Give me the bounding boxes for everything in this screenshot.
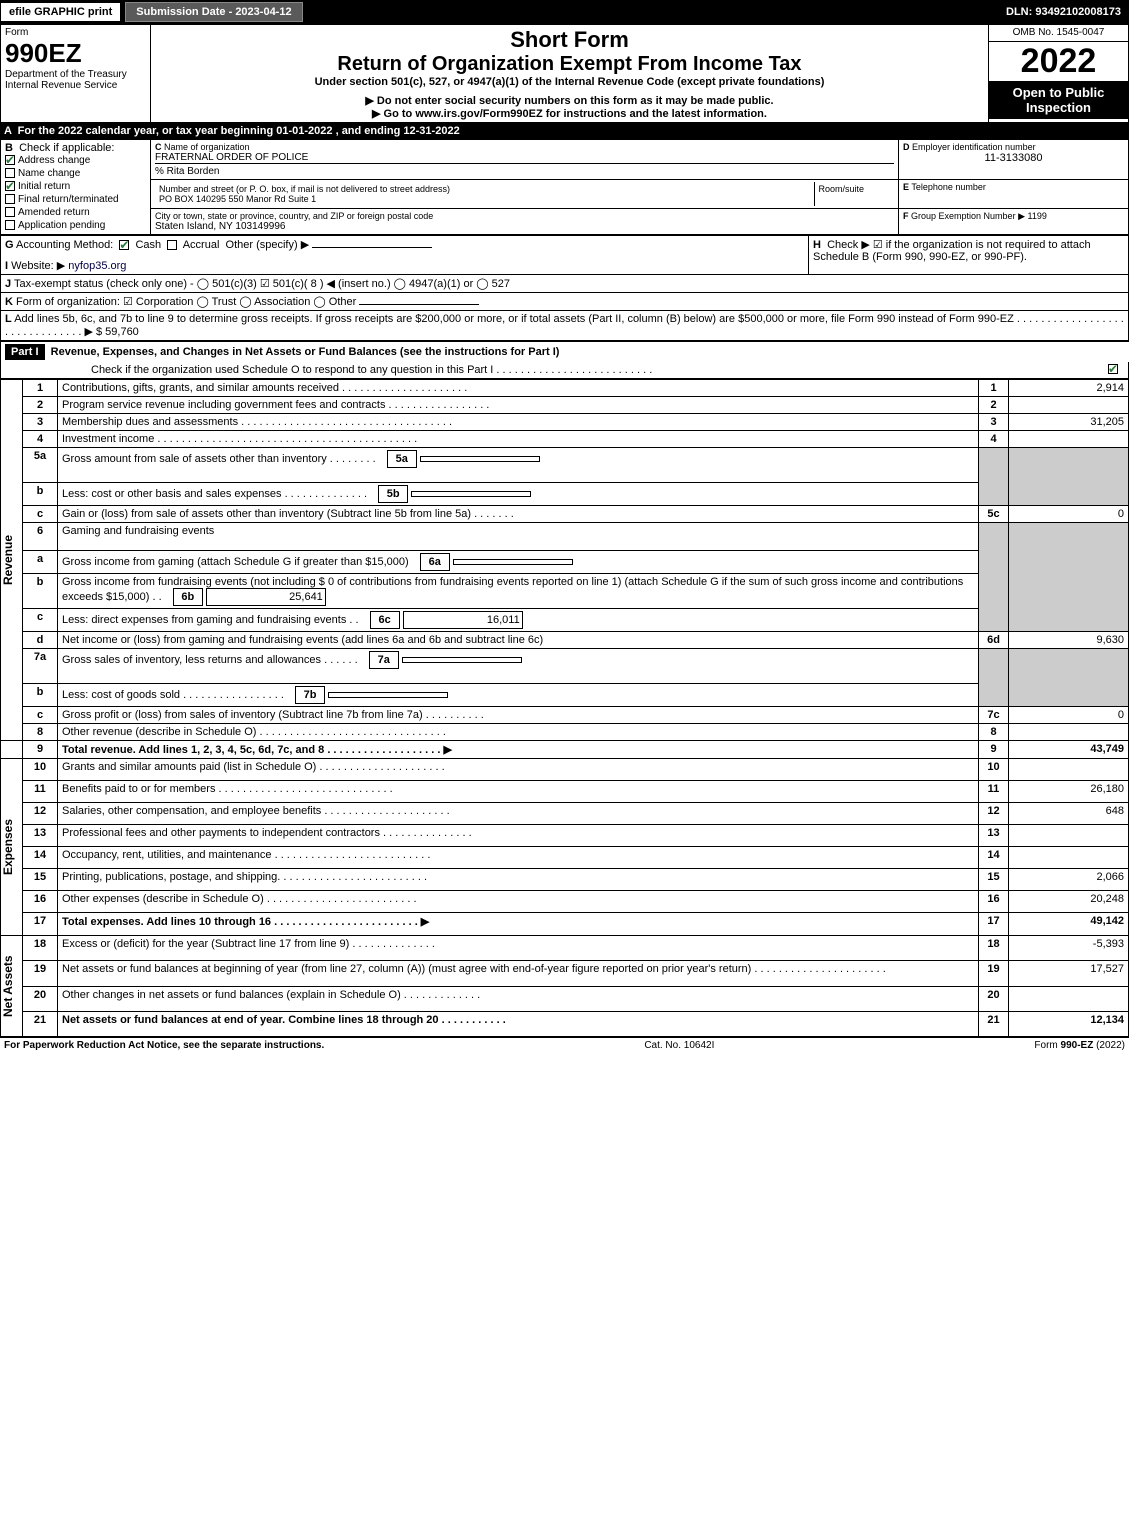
care-of: % Rita Borden	[155, 163, 894, 177]
lines-table: Revenue 1 Contributions, gifts, grants, …	[0, 379, 1129, 1037]
ein: 11-3133080	[903, 152, 1124, 164]
expenses-label: Expenses	[1, 759, 15, 935]
line-6c: Less: direct expenses from gaming and fu…	[62, 614, 359, 626]
city: Staten Island, NY 103149996	[155, 221, 894, 232]
part1-schedule-o-checkbox[interactable]	[1108, 364, 1118, 374]
street: PO BOX 140295 550 Manor Rd Suite 1	[159, 194, 316, 204]
line-16: Other expenses (describe in Schedule O) …	[58, 890, 979, 912]
part1-heading: Revenue, Expenses, and Changes in Net As…	[51, 346, 560, 358]
initial-return-checkbox[interactable]	[5, 181, 15, 191]
footer: For Paperwork Reduction Act Notice, see …	[0, 1037, 1129, 1053]
f-label: Group Exemption Number	[911, 211, 1016, 221]
line-14: Occupancy, rent, utilities, and maintena…	[58, 846, 979, 868]
efile-label[interactable]: efile GRAPHIC print	[0, 2, 121, 22]
line-21: Net assets or fund balances at end of ye…	[58, 1011, 979, 1036]
final-return-checkbox[interactable]	[5, 194, 15, 204]
line-1-amount: 2,914	[1009, 380, 1129, 397]
org-name: FRATERNAL ORDER OF POLICE	[155, 152, 894, 163]
application-pending-checkbox[interactable]	[5, 220, 15, 230]
line-a: A For the 2022 calendar year, or tax yea…	[0, 123, 1129, 139]
b-label: Check if applicable:	[19, 142, 114, 154]
line-19: Net assets or fund balances at beginning…	[58, 961, 979, 986]
name-change-checkbox[interactable]	[5, 168, 15, 178]
line-15: Printing, publications, postage, and shi…	[58, 868, 979, 890]
form-number: 990EZ	[5, 38, 146, 69]
footer-mid: Cat. No. 10642I	[644, 1040, 714, 1051]
header-grid: B Check if applicable: Address change Na…	[0, 139, 1129, 235]
part1-label: Part I	[5, 344, 45, 360]
h-text: Check ▶ ☑ if the organization is not req…	[813, 239, 1091, 263]
goto-link[interactable]: ▶ Go to www.irs.gov/Form990EZ for instru…	[155, 107, 984, 120]
line-6a: Gross income from gaming (attach Schedul…	[62, 556, 409, 568]
line-6: Gaming and fundraising events	[58, 522, 979, 551]
line-17: Total expenses. Add lines 10 through 16 …	[58, 912, 979, 935]
return-title: Return of Organization Exempt From Incom…	[155, 53, 984, 76]
header-bar: efile GRAPHIC print Submission Date - 20…	[0, 0, 1129, 24]
k-line: Form of organization: ☑ Corporation ◯ Tr…	[16, 296, 356, 308]
room-suite: Room/suite	[814, 182, 894, 206]
d-label: Employer identification number	[912, 142, 1036, 152]
netassets-label: Net Assets	[1, 936, 15, 1036]
line-3: Membership dues and assessments . . . . …	[58, 414, 979, 431]
city-label: City or town, state or province, country…	[155, 211, 894, 221]
line-7b: Less: cost of goods sold . . . . . . . .…	[62, 689, 284, 701]
line-4: Investment income . . . . . . . . . . . …	[58, 431, 979, 448]
line-12: Salaries, other compensation, and employ…	[58, 802, 979, 824]
line-9: Total revenue. Add lines 1, 2, 3, 4, 5c,…	[58, 741, 979, 759]
j-line: Tax-exempt status (check only one) - ◯ 5…	[14, 278, 510, 290]
accrual-checkbox[interactable]	[167, 240, 177, 250]
submission-date: Submission Date - 2023-04-12	[125, 2, 302, 22]
line-8: Other revenue (describe in Schedule O) .…	[58, 724, 979, 741]
street-label: Number and street (or P. O. box, if mail…	[159, 184, 450, 194]
line-7a: Gross sales of inventory, less returns a…	[62, 654, 358, 666]
ghijk: G Accounting Method: Cash Accrual Other …	[0, 235, 1129, 341]
l-text: Add lines 5b, 6c, and 7b to line 9 to de…	[5, 313, 1124, 338]
dln: DLN: 93492102008173	[998, 3, 1129, 21]
amended-return-checkbox[interactable]	[5, 207, 15, 217]
footer-right: Form 990-EZ (2022)	[1034, 1040, 1125, 1051]
line-10: Grants and similar amounts paid (list in…	[58, 759, 979, 781]
line-5c: Gain or (loss) from sale of assets other…	[58, 505, 979, 522]
subtitle: Under section 501(c), 527, or 4947(a)(1)…	[155, 76, 984, 88]
line-13: Professional fees and other payments to …	[58, 824, 979, 846]
c-label: Name of organization	[164, 142, 250, 152]
line-6d: Net income or (loss) from gaming and fun…	[58, 632, 979, 649]
i-label: Website: ▶	[11, 260, 65, 272]
line-7c: Gross profit or (loss) from sales of inv…	[58, 707, 979, 724]
group-exemption: ▶ 1199	[1018, 211, 1047, 221]
open-public: Open to Public Inspection	[989, 81, 1128, 119]
line-18: Excess or (deficit) for the year (Subtra…	[58, 936, 979, 961]
line-5b: Less: cost or other basis and sales expe…	[62, 488, 367, 500]
line-1: Contributions, gifts, grants, and simila…	[58, 380, 979, 397]
address-change-checkbox[interactable]	[5, 155, 15, 165]
footer-left: For Paperwork Reduction Act Notice, see …	[4, 1040, 324, 1051]
g-label: Accounting Method:	[16, 239, 113, 251]
line-20: Other changes in net assets or fund bala…	[58, 986, 979, 1011]
tax-year: 2022	[989, 42, 1128, 81]
website-link[interactable]: nyfop35.org	[68, 260, 126, 272]
line-5a: Gross amount from sale of assets other t…	[62, 453, 376, 465]
l-amount: $ 59,760	[96, 326, 139, 338]
dept: Department of the Treasury Internal Reve…	[5, 69, 146, 91]
part1-checkline: Check if the organization used Schedule …	[91, 364, 652, 376]
omb: OMB No. 1545-0047	[989, 25, 1129, 42]
top-block: Form 990EZ Department of the Treasury In…	[0, 24, 1129, 123]
line-2: Program service revenue including govern…	[58, 397, 979, 414]
cash-checkbox[interactable]	[119, 240, 129, 250]
ssn-warning: ▶ Do not enter social security numbers o…	[155, 94, 984, 107]
line-11: Benefits paid to or for members . . . . …	[58, 780, 979, 802]
short-form-title: Short Form	[155, 27, 984, 53]
part1-header: Part I Revenue, Expenses, and Changes in…	[0, 341, 1129, 379]
form-label: Form	[5, 27, 146, 38]
revenue-label: Revenue	[1, 380, 15, 740]
e-label: Telephone number	[911, 182, 986, 192]
